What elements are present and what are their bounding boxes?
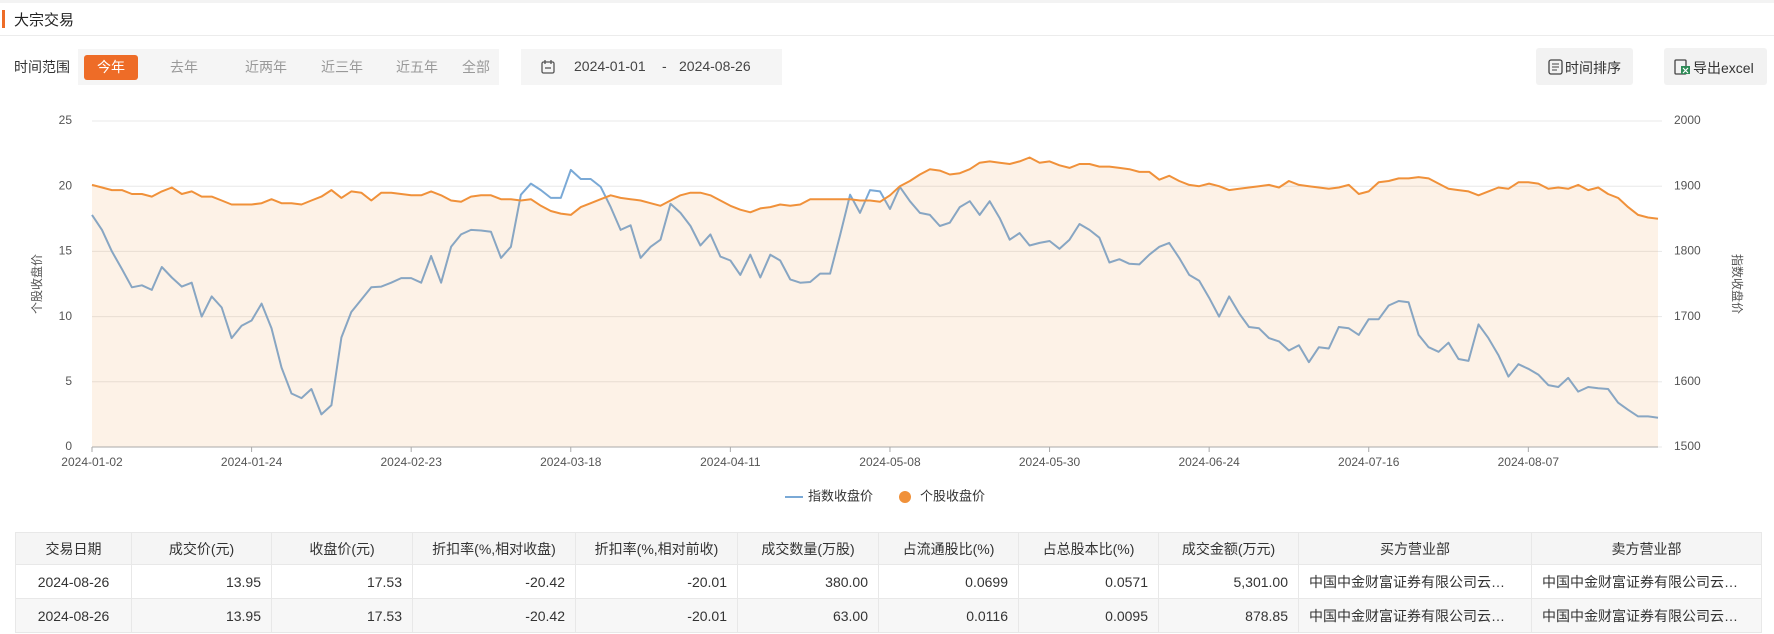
divider [0, 35, 1774, 36]
date-separator: - [662, 58, 667, 74]
range-options: 今年 去年 近两年 近三年 近五年 全部 [78, 49, 499, 85]
data-row: 2024-08-26 13.95 17.53 -20.42 -20.01 380.00 0.… [15, 564, 1762, 599]
y-tick-label: 0 [65, 439, 72, 453]
filter-label: 时间范围 [14, 59, 70, 75]
column-header: 成交金额(万元) [1158, 532, 1299, 565]
column-header: 成交数量(万股) [737, 532, 879, 565]
y-tick-label: 25 [59, 113, 73, 127]
cell: 2024-08-26 [15, 598, 132, 633]
y-tick-label: 15 [59, 244, 73, 258]
y2-tick-label: 1600 [1674, 374, 1701, 388]
cell: -20.01 [575, 598, 738, 633]
range-option[interactable]: 近三年 [321, 59, 363, 75]
cell: 0.0699 [878, 564, 1019, 599]
section-title: 大宗交易 [14, 12, 75, 29]
y2-tick-label: 1500 [1674, 439, 1701, 453]
cell: 13.95 [131, 564, 272, 599]
x-tick-label: 2024-08-07 [1498, 455, 1560, 469]
column-header: 卖方营业部 [1531, 532, 1762, 565]
cell: 0.0571 [1018, 564, 1159, 599]
cell: 13.95 [131, 598, 272, 633]
x-tick-label: 2024-01-24 [221, 455, 283, 469]
column-header: 占总股本比(%) [1018, 532, 1159, 565]
range-option[interactable]: 今年 [84, 55, 138, 80]
x-tick-label: 2024-05-30 [1019, 455, 1081, 469]
column-header: 买方营业部 [1298, 532, 1532, 565]
cell: 2024-08-26 [15, 564, 132, 599]
line [91, 168, 1659, 419]
cell: 17.53 [271, 564, 413, 599]
cell: 中国中金财富证券有限公司云… [1531, 598, 1762, 633]
range-option[interactable]: 近两年 [245, 59, 287, 75]
sort-button[interactable]: 时间排序 [1536, 48, 1633, 85]
export-label: 导出excel [1693, 60, 1754, 76]
column-header: 折扣率(%,相对前收) [575, 532, 738, 565]
header-row: 交易日期 成交价(元) 收盘价(元) 折扣率(%,相对收盘) 折扣率(%,相对前收) 成交… [15, 532, 1762, 565]
y-tick-label: 10 [59, 309, 73, 323]
y2-tick-label: 1700 [1674, 309, 1701, 323]
data-row: 2024-08-26 13.95 17.53 -20.42 -20.01 63.00 0.0… [15, 598, 1762, 633]
cell: -20.42 [412, 598, 576, 633]
date-end: 2024-08-26 [679, 58, 751, 74]
x-tick-label: 2024-06-24 [1178, 455, 1240, 469]
sort-icon [1548, 59, 1563, 75]
area-fill [92, 157, 1658, 447]
x-tick-label: 2024-04-11 [700, 455, 761, 469]
legend-marker [899, 491, 911, 503]
column-header: 占流通股比(%) [878, 532, 1019, 565]
cell: -20.42 [412, 564, 576, 599]
cell: 17.53 [271, 598, 413, 633]
date-range[interactable]: 2024-01-01 - 2024-08-26 [521, 49, 782, 85]
sort-label: 时间排序 [1565, 60, 1621, 76]
column-header: 交易日期 [15, 532, 132, 565]
column-header: 成交价(元) [131, 532, 272, 565]
range-option[interactable]: 全部 [462, 59, 490, 75]
y2-tick-label: 1800 [1674, 244, 1701, 258]
x-tick-label: 2024-01-02 [61, 455, 123, 469]
y-axis-title: 个股收盘价 [29, 254, 44, 314]
cell: 中国中金财富证券有限公司云… [1298, 598, 1532, 633]
line [91, 156, 1659, 220]
date-start: 2024-01-01 [574, 58, 646, 74]
column-header: 收盘价(元) [271, 532, 413, 565]
cell: -20.01 [575, 564, 738, 599]
calendar-icon [541, 60, 555, 74]
y2-tick-label: 1900 [1674, 178, 1701, 192]
range-option[interactable]: 近五年 [396, 59, 438, 75]
cell: 0.0116 [878, 598, 1019, 633]
x-tick-label: 2024-02-23 [380, 455, 442, 469]
x-tick-label: 2024-05-08 [859, 455, 921, 469]
export-button[interactable]: 导出excel [1664, 48, 1767, 85]
legend-label: 个股收盘价 [920, 488, 985, 503]
cell: 0.0095 [1018, 598, 1159, 633]
legend-label: 指数收盘价 [808, 488, 873, 503]
top-border [0, 0, 1774, 3]
excel-icon [1674, 59, 1690, 75]
y2-axis-title: 指数收盘价 [1730, 254, 1745, 314]
column-header: 折扣率(%,相对收盘) [412, 532, 576, 565]
y-tick-label: 20 [59, 178, 73, 192]
cell: 中国中金财富证券有限公司云… [1531, 564, 1762, 599]
cell: 中国中金财富证券有限公司云… [1298, 564, 1532, 599]
x-tick-label: 2024-07-16 [1338, 455, 1400, 469]
y-tick-label: 5 [65, 374, 72, 388]
cell: 5,301.00 [1158, 564, 1299, 599]
chart: 0510152025150016001700180019002000个股收盘价指… [29, 113, 1745, 503]
title-accent [2, 10, 5, 28]
cell: 63.00 [737, 598, 879, 633]
cell: 380.00 [737, 564, 879, 599]
trade-table: 交易日期 成交价(元) 收盘价(元) 折扣率(%,相对收盘) 折扣率(%,相对前收) 成交… [15, 532, 1762, 633]
cell: 878.85 [1158, 598, 1299, 633]
range-option[interactable]: 去年 [170, 59, 198, 75]
y2-tick-label: 2000 [1674, 113, 1701, 127]
x-tick-label: 2024-03-18 [540, 455, 602, 469]
